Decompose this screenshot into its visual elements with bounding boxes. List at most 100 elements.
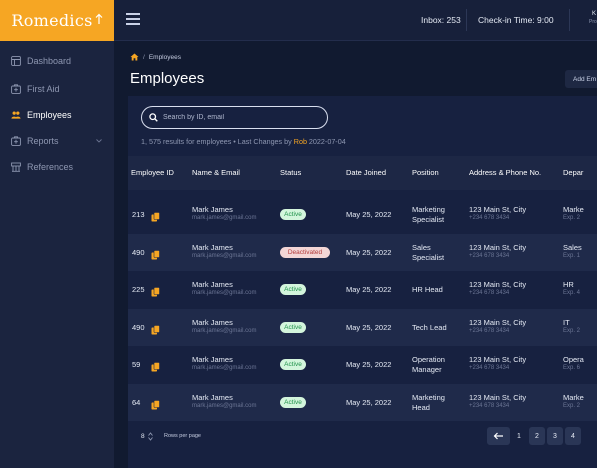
arrow-up-icon: [95, 13, 103, 24]
column-header[interactable]: Employee ID: [131, 168, 174, 177]
employee-name: Mark James: [192, 242, 233, 252]
column-header[interactable]: Position: [412, 168, 439, 177]
top-bar: Romedics Inbox: 253 Check-in Time: 9:00 …: [0, 0, 597, 41]
position: Specialist: [412, 215, 445, 224]
phone-number: +234 678 3434: [469, 327, 510, 334]
status-badge: Active: [280, 284, 306, 295]
sidebar-item-label: Dashboard: [27, 56, 72, 66]
sidebar-item-dashboard[interactable]: Dashboard: [0, 49, 114, 73]
column-header[interactable]: Address & Phone No.: [469, 168, 542, 177]
sidebar-item-label: Employees: [27, 110, 72, 120]
experience: Exp. 2: [563, 215, 581, 221]
column-header[interactable]: Date Joined: [346, 168, 387, 177]
chevron-down-icon: [96, 138, 102, 145]
table-row[interactable]: 490 Mark James mark.james@gmail.com Active M…: [128, 308, 597, 346]
copy-icon[interactable]: [151, 359, 160, 372]
home-icon[interactable]: [130, 53, 139, 61]
page-button[interactable]: 1: [517, 432, 521, 440]
add-employee-button[interactable]: Add Em: [565, 70, 597, 88]
sidebar: Dashboard First Aid Employees Reports Refere…: [0, 41, 114, 468]
profile-name[interactable]: K: [592, 11, 597, 17]
arrow-left-icon: [493, 432, 503, 440]
status-badge: Active: [280, 396, 306, 408]
breadcrumb-current: Employees: [148, 53, 181, 61]
position: HR Head: [412, 285, 443, 294]
app-logo[interactable]: Romedics: [0, 0, 114, 41]
column-header[interactable]: Name & Email: [192, 168, 240, 177]
copy-icon[interactable]: [151, 322, 160, 334]
date-joined: May 25, 2022: [346, 285, 392, 294]
phone-number: +234 678 3434: [469, 290, 510, 296]
copy-icon[interactable]: [151, 247, 160, 259]
table-row[interactable]: 213 Mark James mark.james@gmail.com Active M…: [128, 196, 597, 233]
employee-id: 213: [132, 210, 145, 219]
search-box[interactable]: [141, 106, 328, 129]
address: 123 Main St, City: [469, 242, 527, 252]
divider: [569, 9, 570, 31]
last-changed-date: 2022-07-04: [306, 137, 346, 146]
position: Head: [412, 402, 430, 412]
employees-icon: [11, 110, 21, 120]
department: Marke: [563, 392, 584, 402]
department: HR: [563, 280, 574, 289]
address: 123 Main St, City: [469, 280, 527, 289]
date-joined: May 25, 2022: [346, 210, 392, 219]
sidebar-item-references[interactable]: References: [0, 155, 114, 179]
divider: [466, 9, 467, 31]
app-name: Romedics: [11, 11, 93, 30]
copy-icon[interactable]: [151, 284, 160, 297]
employee-email: mark.james@gmail.com: [192, 215, 257, 221]
employee-name: Mark James: [192, 317, 233, 327]
search-icon: [149, 113, 158, 122]
search-input[interactable]: [163, 114, 323, 121]
employee-email: mark.james@gmail.com: [192, 365, 257, 371]
results-text: 1, 575 results for employees • Last Chan…: [141, 137, 294, 146]
employee-email: mark.james@gmail.com: [192, 252, 257, 259]
rows-per-page-value: 8: [141, 432, 145, 440]
column-header[interactable]: Status: [280, 168, 302, 177]
status-badge: Active: [280, 209, 306, 220]
address: 123 Main St, City: [469, 205, 527, 214]
table-row[interactable]: 59 Mark James mark.james@gmail.com Active Ma…: [128, 346, 597, 383]
position: Operation: [412, 355, 445, 364]
first-aid-icon: [11, 84, 21, 94]
phone-number: +234 678 3434: [469, 365, 510, 371]
department: IT: [563, 317, 570, 327]
prev-page-button[interactable]: [487, 427, 510, 445]
address: 123 Main St, City: [469, 392, 527, 402]
table-row[interactable]: 490 Mark James mark.james@gmail.com Deactiv…: [128, 233, 597, 271]
employee-id: 59: [132, 360, 141, 369]
position: Specialist: [412, 252, 445, 262]
experience: Exp. 1: [563, 252, 581, 259]
sidebar-item-reports[interactable]: Reports: [0, 129, 114, 153]
sidebar-item-label: Reports: [27, 136, 59, 146]
address: 123 Main St, City: [469, 355, 527, 364]
copy-icon[interactable]: [151, 397, 160, 409]
rows-per-page-select[interactable]: 8: [141, 429, 161, 443]
employee-id: 225: [132, 285, 145, 294]
rows-per-page-label: Rows per page: [164, 433, 201, 439]
employee-name: Mark James: [192, 205, 233, 214]
phone-number: +234 678 3434: [469, 252, 510, 259]
table-row[interactable]: 64 Mark James mark.james@gmail.com Active Ma…: [128, 383, 597, 421]
last-changed-by[interactable]: Rob: [293, 137, 307, 146]
inbox-count[interactable]: Inbox: 253: [421, 15, 461, 25]
page-button[interactable]: 2: [529, 427, 545, 445]
position: Sales: [412, 242, 431, 252]
table-row[interactable]: 225 Mark James mark.james@gmail.com Active M…: [128, 271, 597, 308]
stepper-icon: [147, 431, 153, 441]
sidebar-item-employees[interactable]: Employees: [0, 103, 114, 127]
position: Marketing: [412, 205, 445, 214]
sidebar-item-label: References: [27, 162, 74, 172]
page-button[interactable]: 3: [547, 427, 563, 445]
employee-email: mark.james@gmail.com: [192, 402, 257, 409]
copy-icon[interactable]: [151, 209, 160, 222]
checkin-time: Check-in Time: 9:00: [478, 15, 554, 25]
column-header[interactable]: Depar: [563, 168, 584, 177]
employee-id: 64: [132, 397, 141, 407]
page-button[interactable]: 4: [565, 427, 581, 445]
hamburger-menu-icon[interactable]: [126, 13, 140, 25]
sidebar-item-first-aid[interactable]: First Aid: [0, 77, 114, 101]
experience: Exp. 6: [563, 365, 581, 371]
employee-id: 490: [132, 247, 145, 257]
